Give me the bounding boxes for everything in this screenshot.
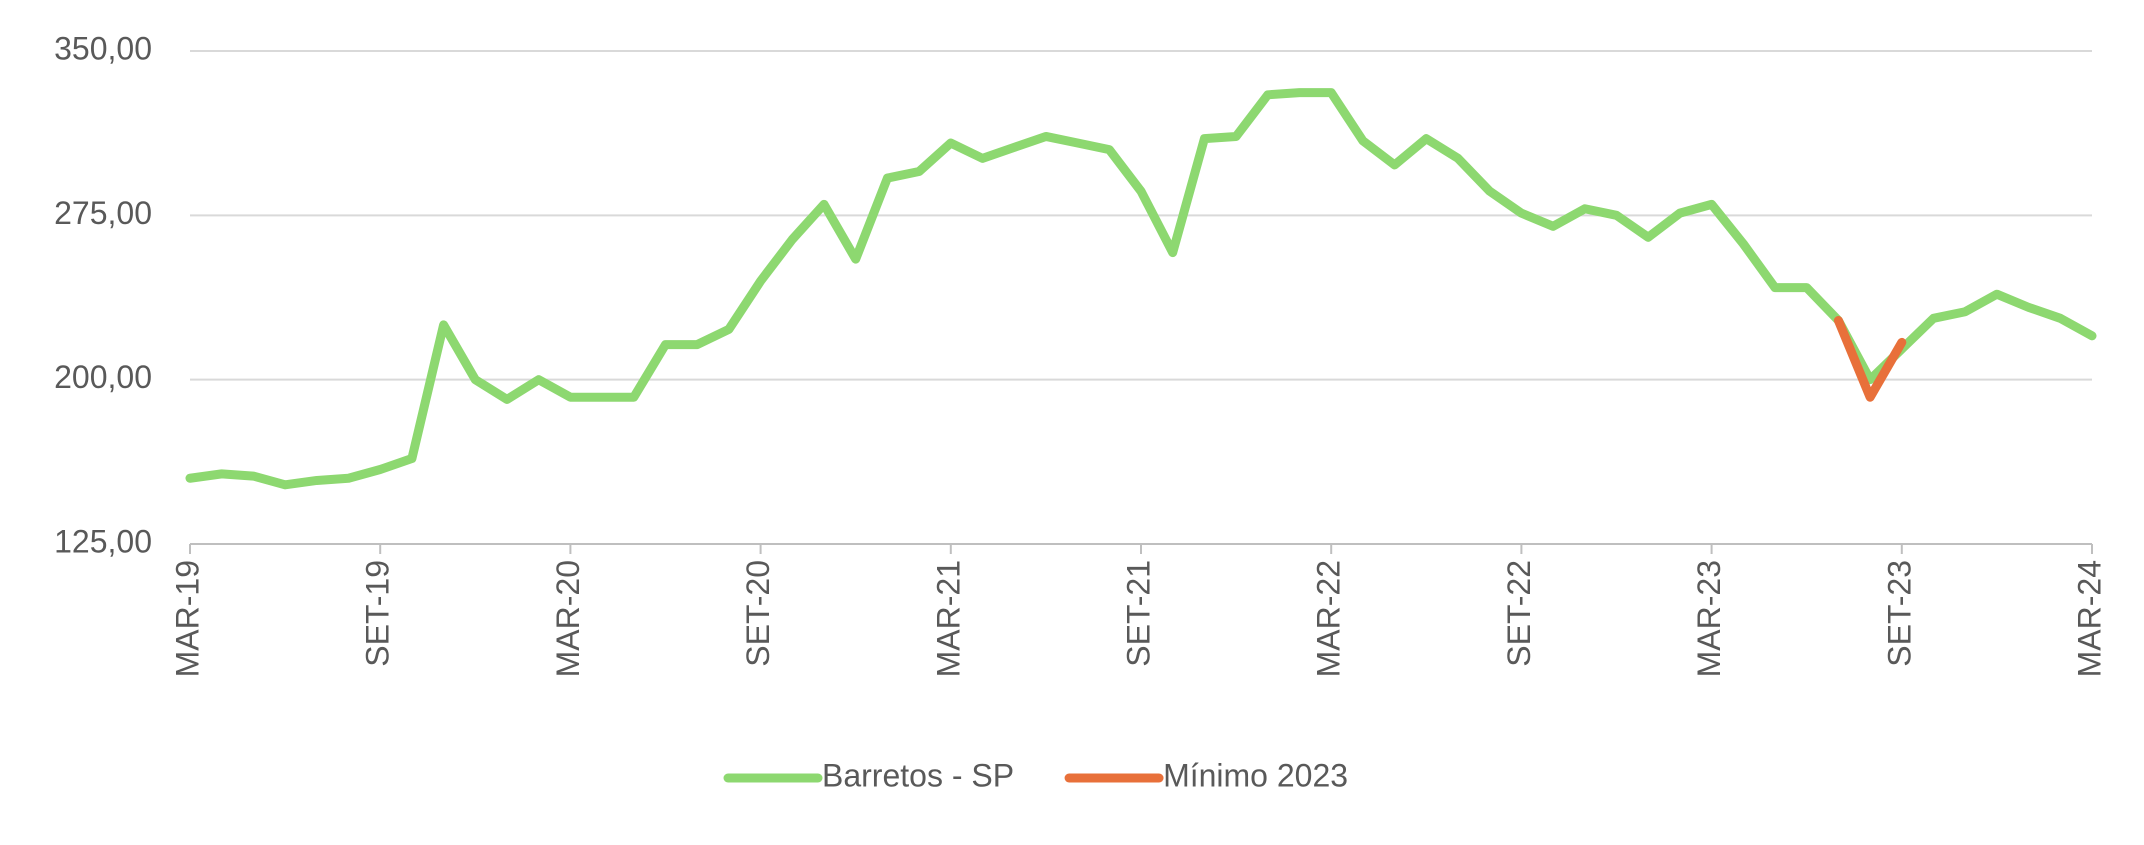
x-tick-label: MAR-19 [169,560,205,677]
x-tick-label: SET-21 [1120,560,1156,667]
x-tick-label: SET-23 [1881,560,1917,667]
x-tick-label: MAR-24 [2071,560,2107,677]
x-tick-label: MAR-22 [1311,560,1347,677]
x-tick-label: SET-19 [360,560,396,667]
y-tick-label: 350,00 [54,30,152,66]
legend-label: Mínimo 2023 [1163,757,1348,793]
y-tick-label: 200,00 [54,359,152,395]
y-tick-label: 125,00 [54,523,152,559]
legend-label: Barretos - SP [822,757,1014,793]
x-tick-label: MAR-21 [930,560,966,677]
x-tick-label: SET-20 [740,560,776,667]
series-line [185,88,2097,490]
x-tick-label: MAR-20 [550,560,586,677]
y-tick-label: 275,00 [54,195,152,231]
x-tick-label: SET-22 [1501,560,1537,667]
x-tick-label: MAR-23 [1691,560,1727,677]
series-line [1833,316,1907,402]
